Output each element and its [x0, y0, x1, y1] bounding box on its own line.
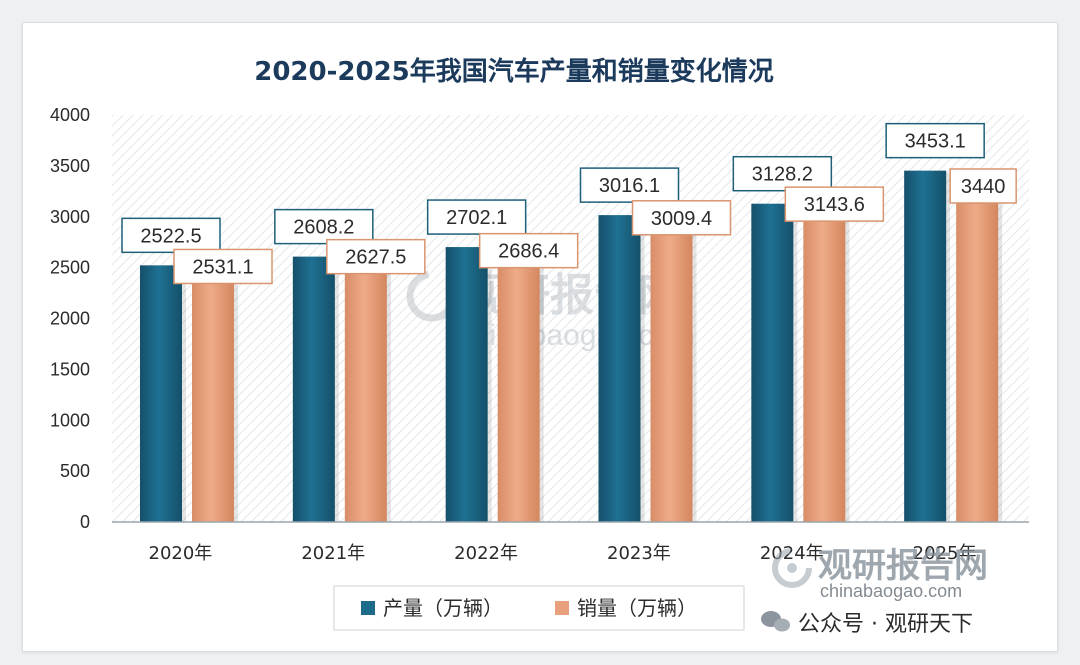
data-label-sales: 2531.1 — [173, 248, 273, 285]
data-label-box — [478, 232, 579, 269]
bar-sales — [956, 171, 999, 523]
bar-sales — [650, 215, 693, 522]
data-label-box — [121, 217, 221, 254]
watermark-footer: 公众号 · 观研天下 — [798, 612, 973, 637]
y-tick-label: 2000 — [50, 309, 90, 329]
x-tick-label: 2020年 — [149, 543, 213, 564]
watermark-logo-icon — [772, 548, 812, 588]
y-axis: 0 500 1000 1500 2000 2500 3000 3500 4000 — [50, 105, 90, 532]
x-tick-label: 2023年 — [607, 543, 671, 564]
data-label-text: 3143.6 — [804, 194, 865, 216]
data-label-text: 3009.4 — [651, 208, 712, 230]
y-tick-label: 4000 — [50, 105, 90, 125]
data-label-text: 2522.5 — [140, 225, 201, 247]
data-label-sales: 2627.5 — [326, 238, 426, 275]
data-label-sales: 3143.6 — [784, 186, 885, 222]
bar-sales — [497, 248, 540, 522]
data-label-text: 2531.1 — [192, 256, 253, 278]
data-label-text: 3440 — [961, 176, 1006, 198]
data-label-box — [732, 155, 833, 192]
y-tick-label: 3500 — [50, 156, 90, 176]
watermark-url: chinabaogao.com — [820, 581, 962, 601]
bar-sales — [803, 202, 846, 522]
data-labels: 2522.5 2531.1 2608.2 2627.5 2702.1 2686.4 3016… — [121, 122, 1017, 285]
data-label-production: 2522.5 — [121, 217, 221, 254]
data-label-text: 2608.2 — [293, 217, 354, 239]
bar-production — [751, 203, 794, 523]
x-axis: 2020年 2021年 2022年 2023年 2024年 2025年 — [149, 543, 977, 564]
data-label-box — [631, 200, 732, 236]
y-tick-label: 0 — [80, 512, 90, 532]
y-tick-label: 1500 — [50, 359, 90, 379]
data-label-production: 2608.2 — [274, 208, 374, 245]
data-label-box — [326, 238, 426, 275]
legend-box — [333, 585, 745, 631]
y-tick-label: 500 — [60, 461, 90, 481]
data-label-production: 3453.1 — [885, 122, 985, 159]
plot-area — [112, 115, 1029, 522]
data-label-box — [784, 186, 885, 222]
data-label-text: 3453.1 — [905, 131, 966, 153]
wechat-icon — [761, 611, 790, 632]
y-tick-label: 1000 — [50, 410, 90, 430]
data-label-text: 3016.1 — [599, 175, 660, 197]
x-tick-label: 2024年 — [760, 543, 824, 564]
bar-production — [904, 170, 947, 522]
data-label-text: 2686.4 — [498, 241, 559, 263]
data-label-text: 3128.2 — [752, 164, 813, 186]
data-label-production: 3128.2 — [732, 155, 833, 192]
bar-production — [445, 247, 488, 522]
data-label-sales: 3440 — [949, 168, 1017, 204]
data-label-sales: 3009.4 — [631, 200, 732, 236]
data-label-production: 3016.1 — [579, 167, 680, 203]
data-label-sales: 2686.4 — [478, 232, 579, 269]
data-label-box — [885, 122, 985, 159]
legend-swatch-production — [361, 601, 375, 615]
legend-label-production: 产量（万辆） — [383, 596, 503, 620]
corner-watermark: 观研报告网 chinabaogao.com 公众号 · 观研天下 — [761, 546, 988, 637]
y-tick-label: 3000 — [50, 207, 90, 227]
chart-title: 2020-2025年我国汽车产量和销量变化情况 — [254, 56, 774, 87]
x-tick-label: 2025年 — [913, 543, 977, 564]
bar-production — [140, 265, 182, 522]
watermark-brand: 观研报告网 — [818, 546, 988, 586]
data-label-box — [949, 168, 1017, 204]
bar-sales — [344, 254, 387, 523]
data-label-box — [426, 199, 527, 235]
watermark-center-brand: 观研报告网 — [462, 270, 682, 321]
y-tick-label: 2500 — [50, 258, 90, 278]
bar-production — [292, 256, 335, 522]
data-label-box — [274, 208, 374, 245]
bars — [140, 170, 1003, 523]
data-label-box — [579, 167, 680, 203]
legend: 产量（万辆） 销量（万辆） — [333, 585, 745, 631]
x-tick-label: 2022年 — [454, 543, 518, 564]
data-label-production: 2702.1 — [426, 199, 527, 235]
data-label-text: 2702.1 — [446, 207, 507, 229]
x-tick-label: 2021年 — [301, 543, 365, 564]
bar-sales — [192, 264, 234, 522]
data-label-text: 2627.5 — [345, 247, 406, 269]
data-label-box — [173, 248, 273, 285]
bar-production — [598, 215, 641, 523]
legend-swatch-sales — [555, 601, 569, 615]
legend-label-sales: 销量（万辆） — [577, 596, 697, 620]
